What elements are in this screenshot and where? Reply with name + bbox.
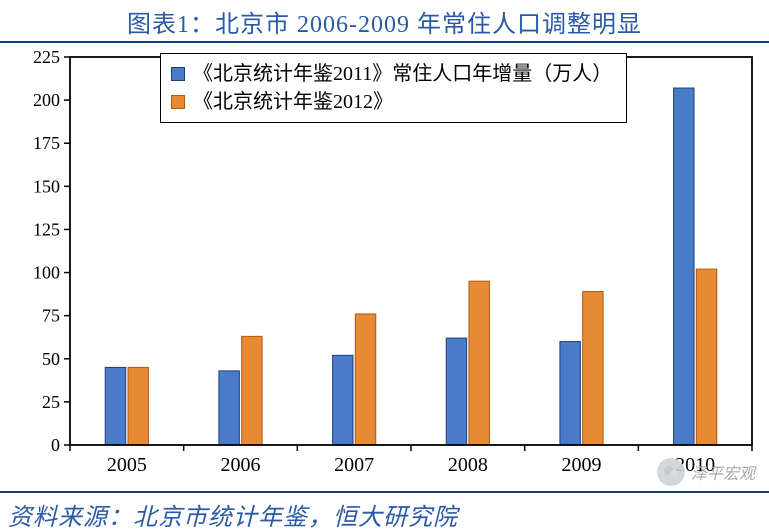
bar-s0-2006 — [219, 371, 239, 445]
svg-text:25: 25 — [42, 392, 60, 412]
svg-text:0: 0 — [51, 435, 60, 455]
svg-text:225: 225 — [33, 47, 60, 67]
bar-s1-2006 — [242, 336, 262, 445]
svg-text:200: 200 — [33, 90, 60, 110]
watermark-text: 泽平宏观 — [691, 460, 755, 484]
bar-s1-2008 — [469, 281, 489, 445]
bar-s1-2010 — [696, 269, 716, 445]
bar-s1-2005 — [128, 367, 148, 445]
bar-s1-2007 — [355, 314, 375, 445]
bar-s0-2009 — [560, 342, 580, 445]
svg-text:125: 125 — [33, 219, 60, 239]
legend-swatch-1 — [171, 95, 185, 109]
legend-label-1: 《北京统计年鉴2012》 — [193, 88, 393, 116]
legend-item-0: 《北京统计年鉴2011》常住人口年增量（万人） — [171, 60, 612, 88]
x-label-2009: 2009 — [562, 454, 602, 476]
legend-swatch-0 — [171, 67, 185, 81]
svg-text:100: 100 — [33, 263, 60, 283]
x-label-2006: 2006 — [221, 454, 261, 476]
legend-box: 《北京统计年鉴2011》常住人口年增量（万人） 《北京统计年鉴2012》 — [160, 53, 627, 123]
chart-title: 图表1：北京市 2006-2009 年常住人口调整明显 — [0, 0, 769, 43]
x-label-2005: 2005 — [107, 454, 147, 476]
svg-text:150: 150 — [33, 176, 60, 196]
svg-text:175: 175 — [33, 133, 60, 153]
watermark: 泽平宏观 — [657, 458, 755, 486]
svg-text:50: 50 — [42, 349, 60, 369]
source-text: 资料来源：北京市统计年鉴，恒大研究院 — [0, 491, 769, 532]
svg-text:75: 75 — [42, 306, 60, 326]
bar-s0-2007 — [333, 355, 353, 445]
legend-item-1: 《北京统计年鉴2012》 — [171, 88, 612, 116]
x-label-2008: 2008 — [448, 454, 488, 476]
legend-label-0: 《北京统计年鉴2011》常住人口年增量（万人） — [193, 60, 612, 88]
bar-s0-2005 — [105, 367, 125, 445]
bar-s0-2010 — [674, 88, 694, 445]
wechat-icon — [657, 458, 685, 486]
chart-area: 0 25 50 75 100 125 150 175 200 225 2005 2006 2007 200… — [0, 43, 769, 491]
bar-s0-2008 — [446, 338, 466, 445]
bar-s1-2009 — [583, 292, 603, 445]
x-label-2007: 2007 — [334, 454, 374, 476]
